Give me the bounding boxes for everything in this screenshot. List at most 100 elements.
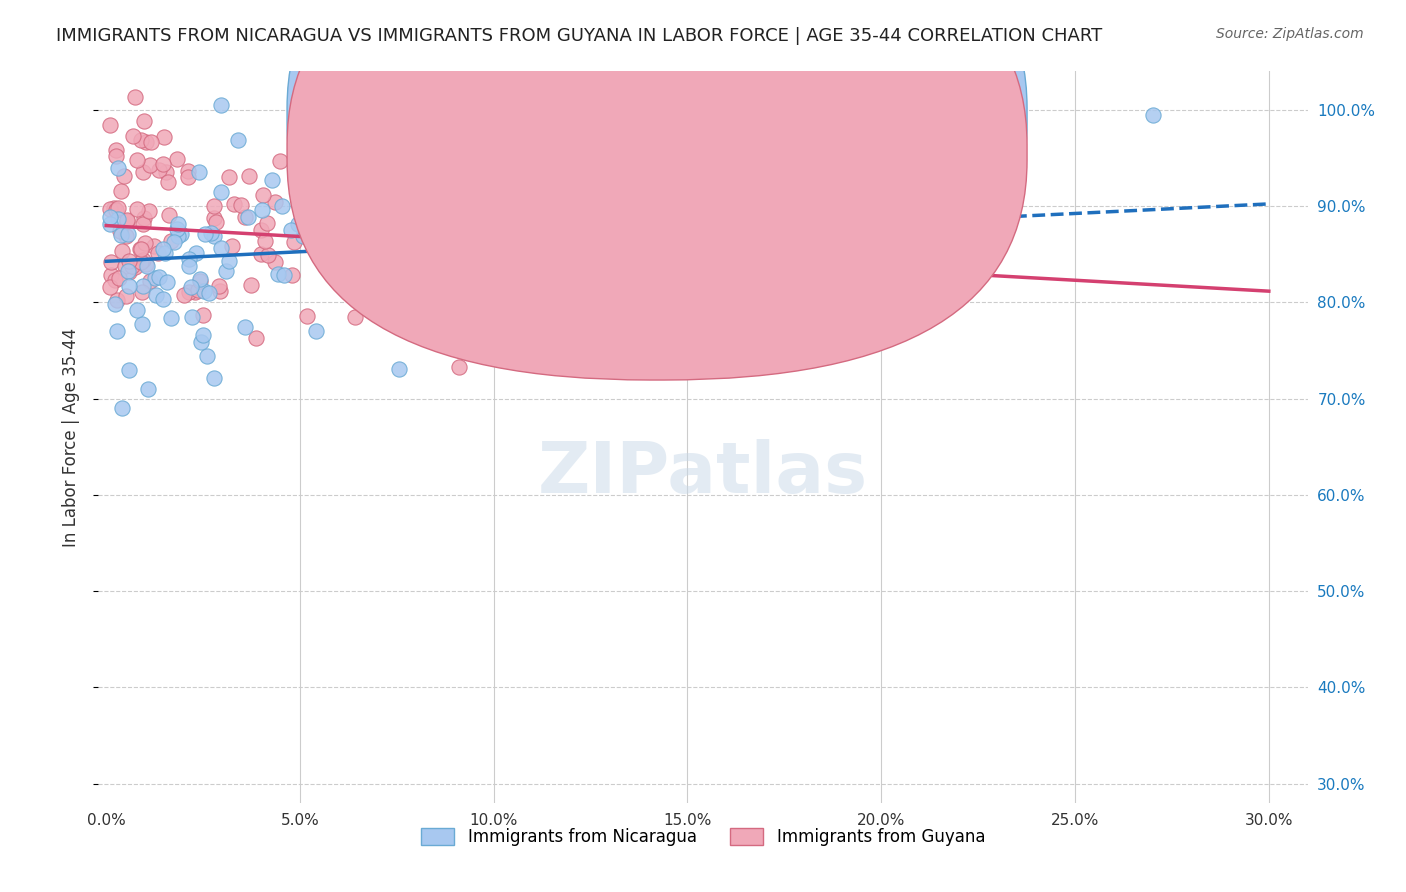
Point bbox=[138, 203, 160, 218]
Point bbox=[208, 278, 231, 293]
Point bbox=[115, 289, 138, 303]
Point bbox=[117, 265, 139, 279]
Point bbox=[125, 153, 148, 167]
Point bbox=[193, 284, 215, 298]
Point bbox=[177, 252, 200, 267]
Point bbox=[375, 290, 398, 304]
Point bbox=[510, 114, 533, 128]
Point bbox=[132, 165, 155, 179]
Point bbox=[298, 205, 321, 219]
Point bbox=[202, 199, 225, 213]
Point bbox=[256, 217, 278, 231]
Point bbox=[124, 260, 146, 275]
Point bbox=[110, 184, 132, 198]
Text: 0.123: 0.123 bbox=[716, 112, 763, 127]
Point bbox=[107, 271, 129, 285]
Point bbox=[222, 197, 245, 211]
Point bbox=[152, 293, 174, 307]
Point bbox=[148, 270, 170, 285]
Point bbox=[115, 229, 138, 244]
Point bbox=[252, 187, 274, 202]
Point bbox=[98, 118, 121, 132]
Point bbox=[115, 213, 138, 227]
Point bbox=[105, 324, 128, 338]
Point bbox=[499, 263, 522, 277]
Point bbox=[107, 202, 129, 216]
Point bbox=[152, 243, 174, 257]
Point bbox=[160, 234, 183, 248]
Point bbox=[218, 254, 240, 268]
Point bbox=[287, 218, 309, 232]
Point bbox=[135, 257, 157, 271]
Point bbox=[187, 283, 209, 297]
Legend: Immigrants from Nicaragua, Immigrants from Guyana: Immigrants from Nicaragua, Immigrants fr… bbox=[415, 822, 991, 853]
Point bbox=[131, 285, 153, 299]
Point bbox=[103, 201, 125, 215]
Point bbox=[180, 280, 202, 294]
Point bbox=[104, 143, 127, 157]
Point bbox=[281, 268, 304, 283]
Point bbox=[226, 133, 249, 147]
Point bbox=[105, 202, 128, 217]
Point bbox=[188, 274, 211, 288]
Point bbox=[578, 252, 600, 266]
Point bbox=[166, 222, 188, 236]
Text: ZIPatlas: ZIPatlas bbox=[538, 439, 868, 508]
Point bbox=[98, 210, 121, 224]
Point bbox=[132, 279, 155, 293]
Text: N =: N = bbox=[787, 148, 821, 163]
Point bbox=[664, 235, 686, 249]
Y-axis label: In Labor Force | Age 35-44: In Labor Force | Age 35-44 bbox=[62, 327, 80, 547]
Point bbox=[330, 202, 353, 216]
Point bbox=[221, 239, 243, 253]
Point bbox=[111, 244, 134, 259]
Point bbox=[121, 260, 143, 274]
Point bbox=[190, 335, 212, 350]
Point bbox=[128, 243, 150, 257]
Point bbox=[179, 285, 201, 300]
Point bbox=[257, 248, 280, 262]
Point bbox=[156, 275, 179, 289]
Point bbox=[198, 286, 221, 301]
Point bbox=[118, 362, 141, 376]
Point bbox=[152, 157, 174, 171]
Point bbox=[184, 245, 207, 260]
Point bbox=[468, 261, 491, 276]
Text: R =: R = bbox=[666, 112, 700, 127]
Point bbox=[583, 260, 606, 275]
Point bbox=[129, 255, 152, 269]
Point bbox=[111, 401, 134, 416]
Point bbox=[209, 98, 232, 112]
Point bbox=[200, 226, 222, 240]
Point bbox=[299, 160, 322, 174]
Point bbox=[122, 128, 145, 143]
Point bbox=[167, 228, 190, 243]
Point bbox=[184, 285, 207, 299]
Point bbox=[544, 303, 567, 318]
Point bbox=[98, 202, 121, 216]
Point bbox=[125, 303, 148, 318]
Point bbox=[288, 168, 311, 182]
Point bbox=[167, 217, 190, 231]
Point bbox=[129, 242, 152, 256]
Point bbox=[245, 331, 267, 345]
Point bbox=[377, 270, 399, 285]
Point bbox=[166, 152, 188, 166]
Point bbox=[209, 284, 232, 298]
Point bbox=[132, 217, 155, 231]
Point bbox=[343, 310, 366, 325]
Point bbox=[104, 273, 127, 287]
Point bbox=[517, 257, 540, 271]
Point bbox=[322, 142, 344, 156]
Point bbox=[553, 346, 575, 360]
Point bbox=[105, 293, 128, 307]
Point bbox=[374, 143, 396, 157]
Point bbox=[449, 359, 471, 374]
Point bbox=[311, 180, 333, 194]
Point bbox=[173, 288, 195, 302]
Point bbox=[169, 227, 191, 241]
Point bbox=[614, 200, 637, 214]
Point bbox=[139, 158, 162, 172]
Point bbox=[177, 169, 200, 184]
Text: -0.134: -0.134 bbox=[716, 148, 769, 163]
